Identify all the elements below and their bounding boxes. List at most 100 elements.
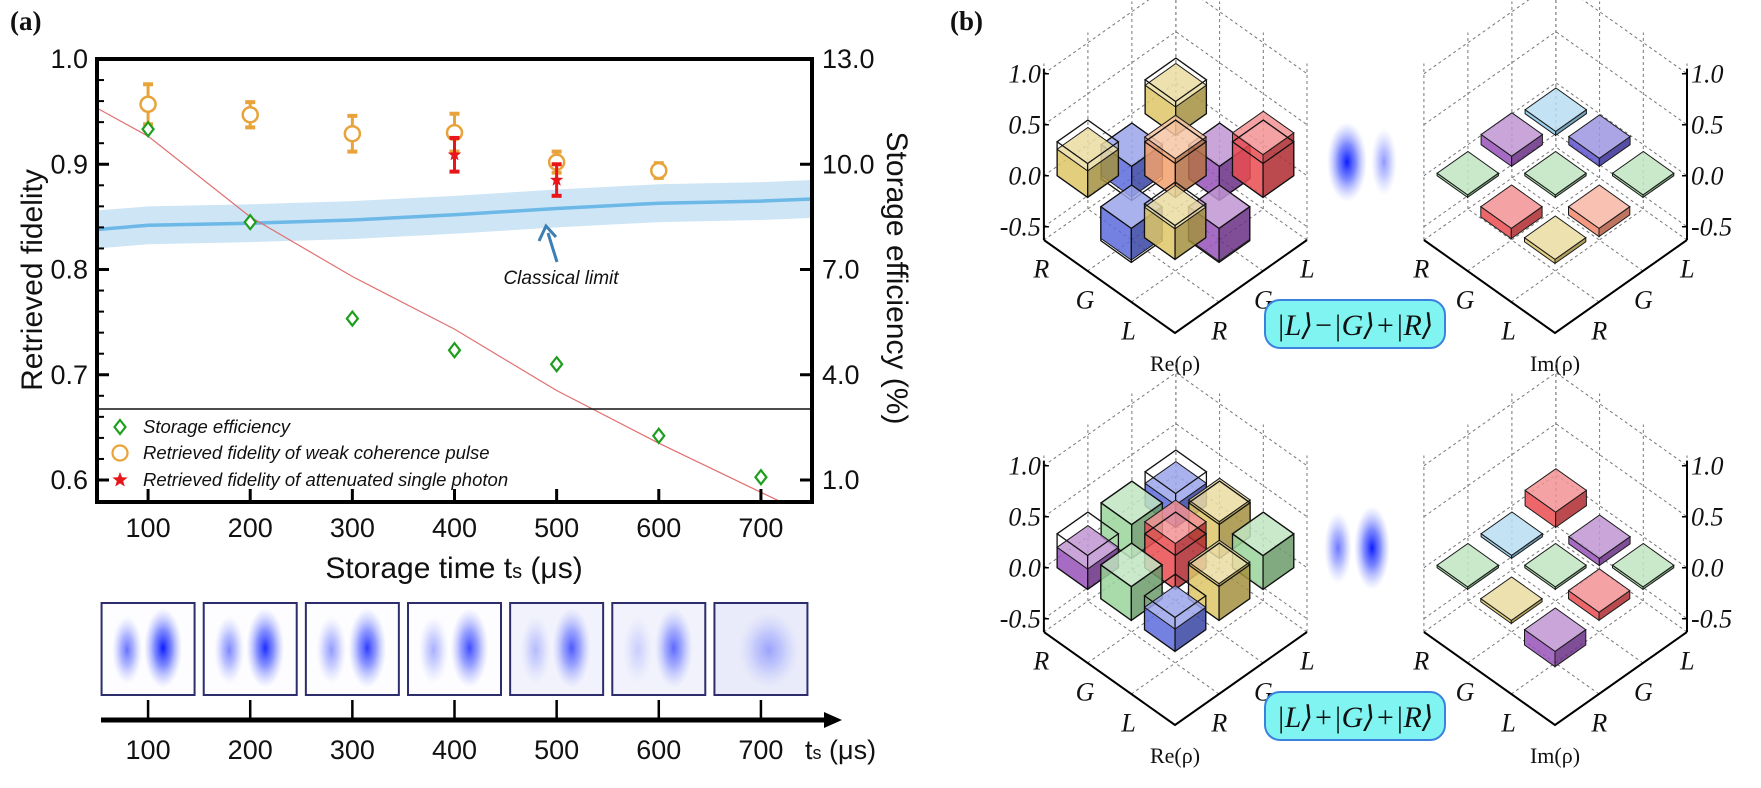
state-ket-text: |L⟩+|G⟩+|R⟩ [1276,701,1433,734]
z-tick-label: 0.0 [1008,554,1041,583]
storage-efficiency-point [345,309,360,328]
z-tick-label: -0.5 [1691,605,1732,634]
chart-title: Im(ρ) [1530,351,1580,376]
row-label: L [1500,709,1515,738]
y2-tick-label: 1.0 [822,465,860,495]
density-matrix-bar [1523,150,1587,199]
column-label: R [1590,317,1607,346]
interference-fringe-image [1327,122,1397,202]
fringe-image [100,602,196,696]
density-matrix-bar [1480,112,1544,168]
strip-tick-label: 500 [534,735,579,765]
x-tick-label: 200 [228,513,273,543]
z-tick-label: 1.0 [1691,60,1724,89]
row-label: G [1076,286,1095,315]
z-tick-label: 0.0 [1691,162,1724,191]
column-label: R [1210,317,1227,346]
legend-entry: Storage efficiency [143,416,292,437]
x-tick-label: 600 [636,513,681,543]
x-tick-label: 100 [126,513,171,543]
y-tick-label: 1.0 [50,44,88,74]
y2-tick-label: 13.0 [822,44,875,74]
legend-entry: Retrieved fidelity of weak coherence pul… [143,442,490,463]
weak-pulse-marker [139,95,157,114]
density-matrix-bar [1524,87,1588,137]
density-matrix-bar [1480,511,1544,560]
row-label: G [1456,286,1475,315]
time-axis-label: ts (μs) [805,735,876,765]
efficiency-fit-line [97,107,782,502]
floor-axes [1043,239,1308,335]
density-matrix-bar [1567,514,1631,567]
chart-title: Re(ρ) [1150,351,1200,376]
ideal-bar-outline [1143,573,1207,653]
ideal-bar-outline [1055,119,1120,199]
classical-limit-label: Classical limit [503,268,619,289]
density-matrix-bar [1436,542,1500,591]
strip-tick-label: 200 [228,735,273,765]
weak-pulse-point [139,82,157,127]
panel-a-label: (a) [10,6,41,36]
y-tick-label: 0.9 [50,149,88,179]
z-tick-label: 0.0 [1008,162,1041,191]
density-matrix-bar [1143,184,1207,261]
z-tick-label: 0.5 [1691,111,1724,140]
row-label: R [1032,255,1049,284]
row-label: R [1032,647,1049,676]
z-tick-label: 0.0 [1691,554,1724,583]
z-tick-label: -0.5 [1000,605,1041,634]
fidelity-efficiency-chart: 0.6 0.7 0.8 0.9 1.0 1.0 4.0 7.0 10.0 13.0 100 200 30… [16,44,913,585]
panel-b-label: (b) [950,6,983,36]
column-label: L [1299,255,1314,284]
x-axis-label-main: Storage time t [325,552,512,585]
row-label: G [1456,678,1475,707]
fringe-image [202,602,298,696]
z-tick-label: 1.0 [1691,452,1724,481]
single-photon-marker [447,147,462,161]
row-label: L [1500,317,1515,346]
legend-entry: Retrieved fidelity of attenuated single … [143,469,508,490]
z-tick-label: 0.5 [1691,503,1724,532]
column-label: L [1679,647,1694,676]
strip-tick-label: 100 [126,735,171,765]
x-axis-label-unit: (μs) [522,552,583,585]
strip-tick-label: 400 [432,735,477,765]
density-matrix-bar [1524,468,1588,529]
state-ket-label: |L⟩+|G⟩+|R⟩ [1264,691,1446,741]
single-photon-point [447,135,462,174]
strip-tick-label: 300 [330,735,375,765]
y2-tick-label: 10.0 [822,149,875,179]
z-tick-label: -0.5 [1691,213,1732,242]
row-label: G [1076,678,1095,707]
density-matrix-bar [1479,184,1543,240]
density-matrix-bar [1436,150,1500,199]
x-axis-label: Storage time ts (μs) [325,552,582,585]
z-tick-label: 1.0 [1008,452,1041,481]
state-ket-label: |L⟩−|G⟩+|R⟩ [1264,299,1446,349]
plot-area [97,107,812,502]
density-matrix-bar [1523,607,1587,668]
fringe-image [407,602,502,696]
ideal-bar-outline [1143,181,1207,261]
fringe-image [713,602,809,696]
arrow-head-icon [537,223,558,242]
column-label: L [1679,255,1694,284]
weak-pulse-marker [650,161,668,180]
chart-title: Im(ρ) [1530,743,1580,768]
y-axis-label: Retrieved fidelity [16,169,49,391]
storage-efficiency-point [549,355,564,374]
y-tick-label: 0.8 [50,255,88,285]
column-label: G [1634,678,1653,707]
legend-circle-icon [111,444,129,462]
row-label: L [1120,709,1135,738]
x-axis-label-sub: s [512,561,522,583]
row-label: L [1120,317,1135,346]
x-tick-label: 700 [738,513,783,543]
z-tick-label: -0.5 [1000,213,1041,242]
y2-tick-label: 4.0 [822,360,860,390]
